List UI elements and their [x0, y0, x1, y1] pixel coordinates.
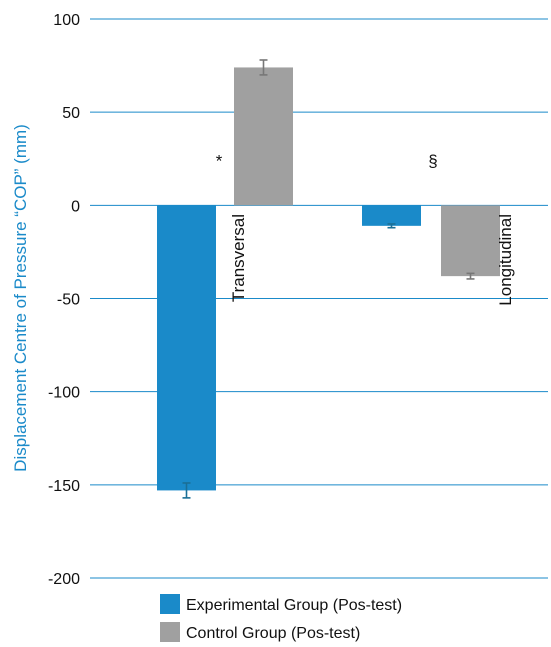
bar [157, 205, 216, 491]
bar [441, 205, 500, 277]
legend-swatch [160, 594, 180, 614]
category-label: Transversal [229, 214, 248, 302]
legend-swatch [160, 622, 180, 642]
error-bar [182, 482, 191, 499]
y-tick-label: -200 [48, 571, 80, 588]
legend-label: Control Group (Pos-test) [186, 625, 360, 642]
error-bar [387, 223, 396, 229]
y-tick-label: 50 [62, 105, 80, 122]
legend-entry: Experimental Group (Pos-test) [160, 594, 402, 614]
legend-label: Experimental Group (Pos-test) [186, 597, 402, 614]
y-tick-label: -100 [48, 385, 80, 402]
legend: Experimental Group (Pos-test) Control Gro… [160, 594, 402, 642]
significance-marker: § [428, 152, 437, 171]
significance-marker: * [216, 152, 223, 171]
category-label: Longitudinal [496, 214, 515, 306]
y-tick-label: 100 [53, 12, 80, 29]
category-labels: Transversal Longitudinal [229, 214, 515, 306]
y-tick-labels: 100 50 0 -50 -100 -150 -200 [48, 12, 80, 588]
error-bar [466, 272, 475, 280]
y-tick-label: -50 [57, 292, 80, 309]
bar [362, 205, 421, 226]
error-bars [182, 59, 475, 499]
legend-entry: Control Group (Pos-test) [160, 622, 360, 642]
y-tick-label: -150 [48, 478, 80, 495]
error-bar [259, 59, 268, 76]
bars [157, 67, 500, 491]
bar [234, 67, 293, 206]
y-axis-label: Displacement Centre of Pressure “COP” (m… [11, 124, 30, 472]
y-tick-label: 0 [71, 198, 80, 215]
significance-annotations: * § [216, 152, 438, 171]
